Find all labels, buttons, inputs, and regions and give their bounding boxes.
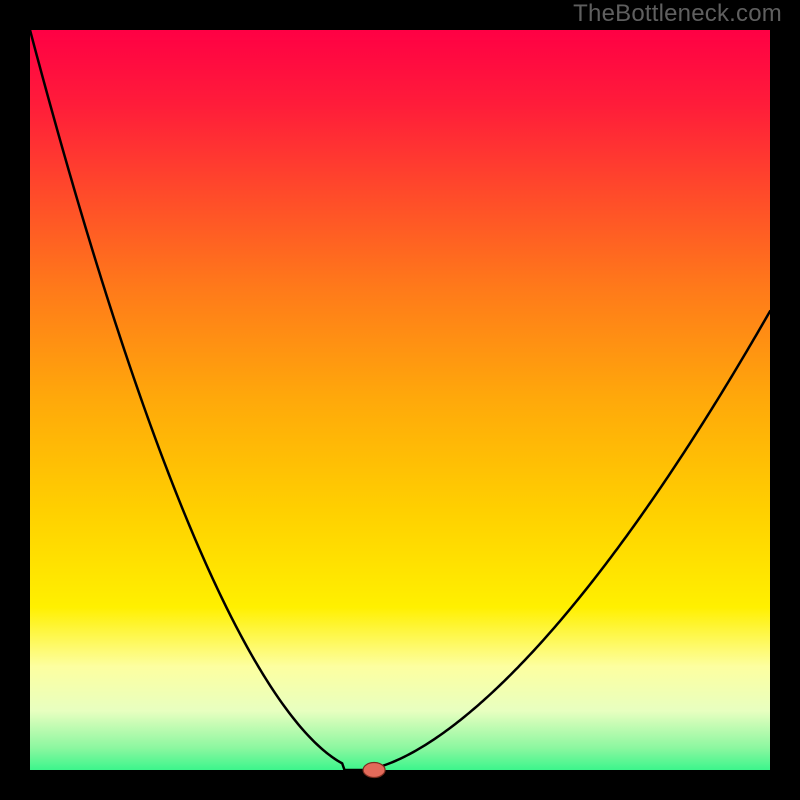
chart-svg (0, 0, 800, 800)
watermark-text: TheBottleneck.com (573, 0, 782, 28)
stage: TheBottleneck.com (0, 0, 800, 800)
min-marker (363, 763, 385, 778)
